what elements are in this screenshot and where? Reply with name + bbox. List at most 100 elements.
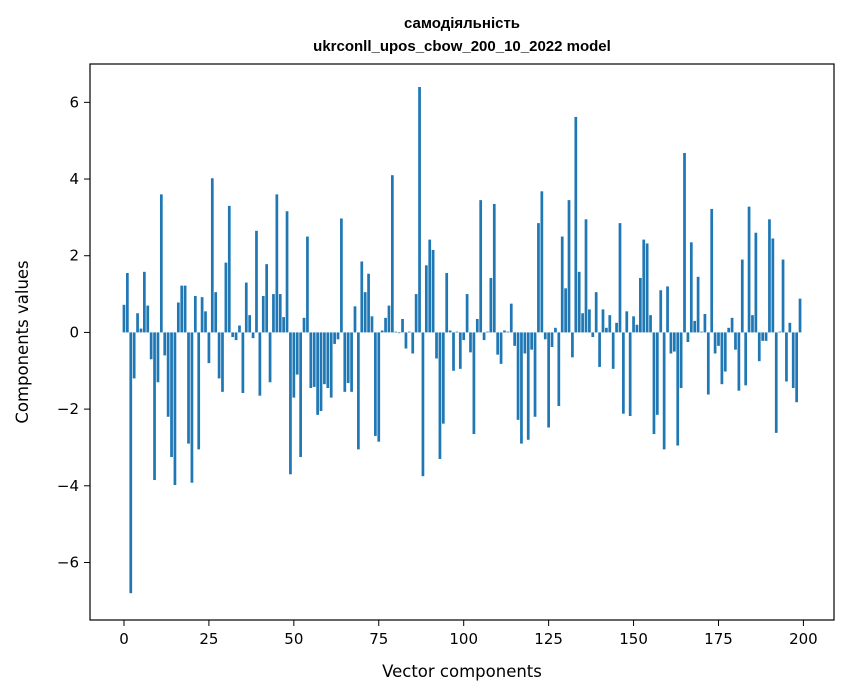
bar	[492, 203, 496, 333]
x-axis-ticks: 0 25 50 75 100 125 150 175 200	[119, 620, 818, 648]
bar	[625, 311, 629, 333]
bar	[550, 332, 554, 347]
bar	[126, 272, 129, 333]
bar	[710, 208, 714, 333]
bar	[221, 332, 224, 392]
bar	[380, 330, 384, 333]
bar	[132, 332, 136, 379]
bar	[207, 332, 211, 364]
y-tick-label: 2	[69, 247, 79, 265]
bar	[679, 332, 683, 389]
bar	[166, 332, 170, 417]
bar	[543, 332, 547, 340]
chart-subtitle: ukrconll_upos_cbow_200_10_2022 model	[313, 38, 611, 55]
bar	[129, 332, 133, 594]
y-tick-label: 0	[69, 323, 79, 341]
bar	[781, 259, 785, 333]
bar	[676, 332, 680, 446]
bar	[163, 332, 167, 356]
bar	[153, 332, 156, 481]
bar	[608, 315, 612, 333]
bar	[683, 152, 686, 333]
bar	[717, 332, 720, 346]
bar	[438, 332, 442, 459]
bar	[747, 206, 751, 333]
bar	[537, 223, 540, 333]
bar	[387, 305, 391, 333]
bar	[217, 332, 221, 379]
bar	[428, 239, 432, 333]
x-tick-label: 200	[789, 630, 818, 648]
bar	[489, 277, 493, 333]
bar	[401, 318, 404, 333]
x-tick-label: 175	[704, 630, 733, 648]
bar	[149, 332, 153, 360]
bar	[744, 332, 748, 386]
chart-title: самодіяльність	[404, 15, 520, 32]
bar	[397, 332, 401, 334]
bar	[700, 331, 703, 333]
bar	[686, 332, 690, 342]
x-tick-label: 25	[199, 630, 218, 648]
bar	[302, 317, 306, 333]
bar	[234, 332, 238, 341]
bar	[258, 332, 262, 396]
bar	[445, 272, 449, 333]
bar	[214, 292, 218, 333]
bar	[649, 315, 652, 333]
y-tick-label: −4	[57, 477, 79, 495]
bar	[740, 259, 744, 333]
bar	[635, 324, 639, 333]
bar	[278, 294, 282, 333]
bar	[706, 332, 710, 395]
bar	[622, 332, 625, 414]
bar	[727, 327, 731, 333]
bar	[509, 303, 513, 333]
bar	[377, 332, 381, 442]
bar	[557, 332, 561, 407]
bar	[469, 332, 472, 353]
bar	[666, 286, 669, 333]
bar	[601, 309, 605, 333]
bar	[703, 314, 707, 333]
bar	[156, 332, 160, 383]
bar	[183, 285, 187, 333]
bar	[394, 331, 398, 333]
bar	[632, 316, 635, 333]
bar	[159, 194, 163, 333]
bar	[295, 332, 299, 375]
bar	[795, 332, 798, 403]
bar	[200, 297, 204, 333]
y-tick-label: 4	[69, 170, 79, 188]
bar	[431, 249, 435, 333]
bar	[357, 332, 360, 450]
bar	[594, 292, 598, 333]
bar	[785, 332, 788, 382]
bar	[472, 332, 476, 435]
bar	[384, 317, 387, 333]
bar	[323, 332, 326, 385]
bar	[435, 332, 438, 359]
bar	[326, 332, 330, 389]
bar	[370, 316, 374, 333]
bar	[659, 290, 663, 333]
bar	[672, 332, 676, 352]
bar	[723, 332, 727, 372]
bar	[778, 331, 781, 333]
bar	[506, 331, 510, 333]
bar	[540, 191, 544, 333]
bar	[560, 236, 564, 333]
bar	[275, 194, 279, 333]
bar	[340, 218, 343, 333]
bar	[122, 304, 126, 333]
bar	[268, 332, 272, 383]
bar	[452, 332, 455, 371]
bar	[227, 205, 231, 333]
bar	[734, 332, 737, 350]
bar	[693, 320, 697, 333]
y-tick-label: 6	[69, 93, 79, 111]
bar	[309, 332, 313, 389]
bar	[465, 294, 469, 333]
bar	[282, 317, 285, 333]
bar	[520, 332, 523, 444]
